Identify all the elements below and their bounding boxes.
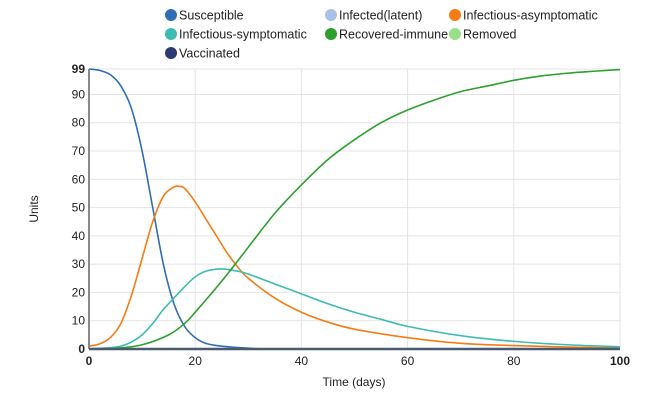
- series-line-infectious-asymptomatic: [88, 185, 621, 349]
- legend-label: Recovered-immune: [339, 28, 448, 42]
- x-tick-label: 60: [401, 354, 415, 368]
- legend-marker-icon: [325, 9, 337, 21]
- x-tick-label: 0: [86, 354, 93, 368]
- x-tick-label: 40: [295, 354, 309, 368]
- legend-item[interactable]: Recovered-immune: [325, 28, 448, 42]
- x-axis-label: Time (days): [323, 375, 386, 389]
- y-tick-label: 0: [78, 342, 85, 356]
- legend-marker-icon: [165, 9, 177, 21]
- series-line-recovered-immune: [88, 68, 621, 350]
- legend-marker-icon: [165, 28, 177, 40]
- y-tick-label: 30: [72, 257, 86, 271]
- legend-marker-icon: [449, 28, 461, 40]
- legend-marker-icon: [325, 28, 337, 40]
- legend-label: Infected(latent): [339, 9, 422, 23]
- y-tick-label: 60: [72, 172, 86, 186]
- y-tick-label: 10: [72, 314, 86, 328]
- y-tick-label: 99: [72, 62, 86, 76]
- y-tick-label: 80: [72, 116, 86, 130]
- legend-label: Susceptible: [179, 9, 244, 23]
- legend-item[interactable]: Susceptible: [165, 9, 244, 23]
- legend-item[interactable]: Removed: [449, 28, 517, 42]
- legend-label: Infectious-symptomatic: [179, 28, 307, 42]
- legend-label: Removed: [463, 28, 517, 42]
- y-tick-label: 70: [72, 144, 86, 158]
- x-tick-label: 100: [610, 354, 630, 368]
- legend-item[interactable]: Infected(latent): [325, 9, 422, 23]
- y-tick-label: 40: [72, 229, 86, 243]
- legend-item[interactable]: Infectious-asymptomatic: [449, 9, 598, 23]
- y-axis-label: Units: [27, 195, 41, 222]
- legend-marker-icon: [449, 9, 461, 21]
- x-tick-label: 20: [189, 354, 203, 368]
- legend-item[interactable]: Vaccinated: [165, 47, 240, 61]
- legend-item[interactable]: Infectious-symptomatic: [165, 28, 307, 42]
- y-tick-label: 90: [72, 87, 86, 101]
- y-tick-label: 20: [72, 285, 86, 299]
- legend-label: Vaccinated: [179, 47, 240, 61]
- y-tick-label: 50: [72, 201, 86, 215]
- series-line-infectious-symptomatic: [88, 268, 621, 350]
- x-tick-label: 80: [507, 354, 521, 368]
- legend-label: Infectious-asymptomatic: [463, 9, 598, 23]
- legend-marker-icon: [165, 47, 177, 59]
- series-line-susceptible: [88, 68, 621, 350]
